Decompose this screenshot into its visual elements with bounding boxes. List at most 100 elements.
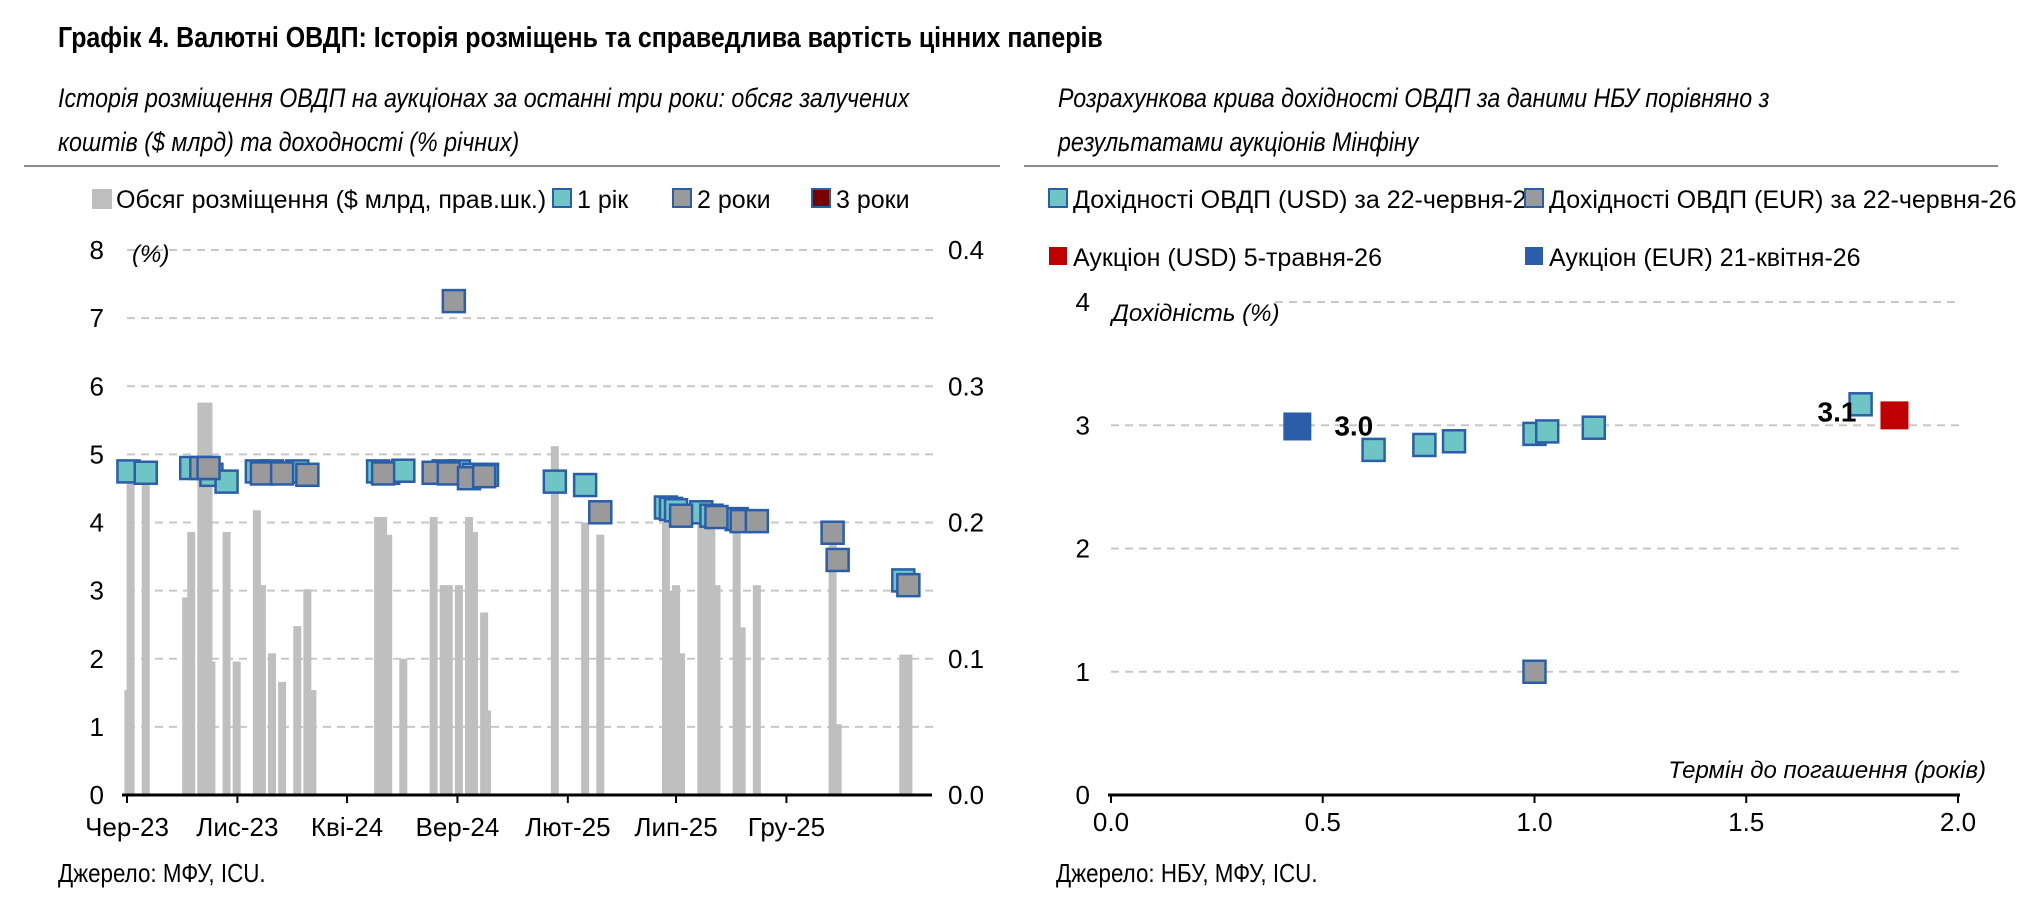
yield-marker-2y — [196, 455, 221, 481]
placement-bar — [222, 532, 231, 795]
placement-bar — [707, 522, 716, 795]
yield-marker-2y — [249, 461, 275, 486]
placement-bar — [470, 532, 479, 795]
placement-bar — [702, 522, 711, 795]
placement-bar — [480, 612, 489, 795]
left-x-tick-label: Чер-23 — [85, 812, 169, 842]
yield-marker-2y — [820, 520, 845, 545]
left-y-tick-label: 3 — [90, 576, 104, 606]
right-subtitle-line-2: результатами аукціонів Мінфіну — [1058, 127, 1419, 157]
placement-bar — [399, 658, 408, 795]
legend-label: Обсяг розміщення ($ млрд, прав.шк.) — [116, 186, 546, 214]
placement-bar — [712, 585, 721, 795]
placement-bar — [182, 597, 191, 795]
left-y-axis-label: (%) — [132, 241, 169, 268]
placement-bar — [661, 515, 670, 795]
placement-bar — [278, 681, 287, 795]
yield-marker-2y — [441, 288, 467, 314]
right-y-tick-label: 3 — [1076, 410, 1090, 440]
yield-marker-2y — [896, 572, 921, 598]
legend-swatch-marker — [672, 188, 692, 208]
legend-swatch-marker — [552, 188, 572, 208]
yield-marker-1y — [133, 460, 159, 486]
left-subtitle-line-1: Історія розміщення ОВДП на аукціонах за … — [58, 83, 910, 113]
legend-label: Дохідності ОВДП (USD) за 22-червня-26 — [1073, 186, 1540, 214]
right-x-tick-label: 1.5 — [1728, 807, 1764, 837]
placement-bar — [444, 585, 453, 795]
placement-bar — [596, 534, 605, 795]
page-title: Графік 4. Валютні ОВДП: Історія розміщен… — [58, 22, 1103, 54]
placement-bar — [666, 590, 675, 795]
left-x-tick-label: Лип-25 — [634, 812, 717, 842]
placement-bar — [904, 654, 913, 795]
left-y-tick-label: 4 — [90, 508, 104, 538]
right-y-tick-label: 0.0 — [948, 780, 984, 810]
legend-label: Аукціон (USD) 5-травня-26 — [1073, 244, 1382, 272]
right-y-tick-label: 0.1 — [948, 644, 984, 674]
placement-bar — [732, 522, 741, 795]
yield-marker-1y — [214, 469, 239, 494]
usd-yield-marker — [1848, 392, 1873, 417]
right-yield-curve-chart: 0 1 2 3 4 Дохідність (%) 0.0 0.5 1.0 1.5 2.0 Термін… — [1048, 186, 2016, 837]
eur-yield-marker — [1522, 659, 1547, 684]
yield-marker-2y — [471, 463, 497, 489]
usd-yield-marker — [1534, 419, 1560, 444]
placement-bar — [454, 585, 463, 795]
placement-bar — [550, 446, 559, 795]
yield-marker-2y — [269, 461, 295, 486]
left-source-note: Джерело: МФУ, ICU. — [58, 858, 266, 888]
placement-bar — [374, 517, 383, 795]
yield-marker-2y — [704, 504, 729, 530]
left-chart-subtitle: Історія розміщення ОВДП на аукціонах за … — [58, 76, 909, 164]
right-y-tick-label: 0.2 — [948, 508, 984, 538]
legend-label: Аукціон (EUR) 21-квітня-26 — [1549, 244, 1861, 272]
yield-marker-2y — [588, 500, 613, 525]
right-x-tick-label: 1.0 — [1516, 807, 1552, 837]
right-chart-subtitle: Розрахункова крива дохідності ОВДП за да… — [1058, 76, 1769, 164]
left-y-tick-label: 2 — [90, 644, 104, 674]
left-y-tick-label: 6 — [90, 371, 104, 401]
left-y-tick-label: 0 — [90, 780, 104, 810]
left-x-tick-label: Кві-24 — [311, 812, 383, 842]
placement-bar — [677, 653, 686, 795]
yield-marker-2y — [295, 462, 320, 488]
placement-bar — [293, 626, 302, 795]
placement-bar — [308, 690, 317, 795]
right-y-tick-label: 0 — [1076, 780, 1090, 810]
usd-yield-marker — [1581, 415, 1607, 440]
placement-bar — [379, 517, 388, 795]
placement-bar — [303, 589, 312, 795]
yield-marker-2y — [370, 461, 396, 486]
placement-bar — [737, 627, 746, 795]
right-subtitle-line-1: Розрахункова крива дохідності ОВДП за да… — [1058, 83, 1770, 113]
right-x-tick-label: 0.5 — [1305, 807, 1341, 837]
yield-marker-2y — [825, 547, 850, 573]
placement-bar — [257, 585, 266, 795]
right-y-axis-label: Дохідність (%) — [1109, 300, 1279, 327]
right-y-tick-label: 4 — [1076, 287, 1090, 317]
placement-bar — [232, 661, 241, 795]
placement-bar — [672, 585, 681, 795]
placement-bar — [429, 517, 438, 795]
legend-swatch — [1048, 188, 1068, 208]
placement-bar — [126, 474, 135, 795]
auction-data-label: 3.1 — [1818, 396, 1857, 427]
legend-swatch — [1525, 247, 1543, 265]
legend-swatch — [1524, 188, 1544, 208]
usd-yield-marker — [1441, 429, 1467, 454]
left-x-tick-label: Лют-25 — [525, 812, 610, 842]
left-y-tick-label: 7 — [90, 303, 104, 333]
yield-marker-1y — [542, 469, 568, 494]
placement-bar — [828, 522, 837, 795]
placement-bar — [464, 517, 473, 795]
legend-label: 3 роки — [836, 186, 910, 214]
left-placement-chart: 0 1 2 3 4 5 6 7 8 0.0 0.1 0.2 0.3 0.4 (%) Чер-23 Лис-23 К… — [85, 186, 984, 842]
right-x-tick-label: 2.0 — [1940, 807, 1976, 837]
placement-bar — [207, 661, 216, 795]
right-panel-divider — [1024, 165, 1998, 167]
right-y-tick-label: 2 — [1076, 534, 1090, 564]
right-x-axis-label: Термін до погашення (років) — [1668, 757, 1986, 784]
placement-bar — [187, 532, 196, 795]
placement-bar — [384, 534, 393, 795]
